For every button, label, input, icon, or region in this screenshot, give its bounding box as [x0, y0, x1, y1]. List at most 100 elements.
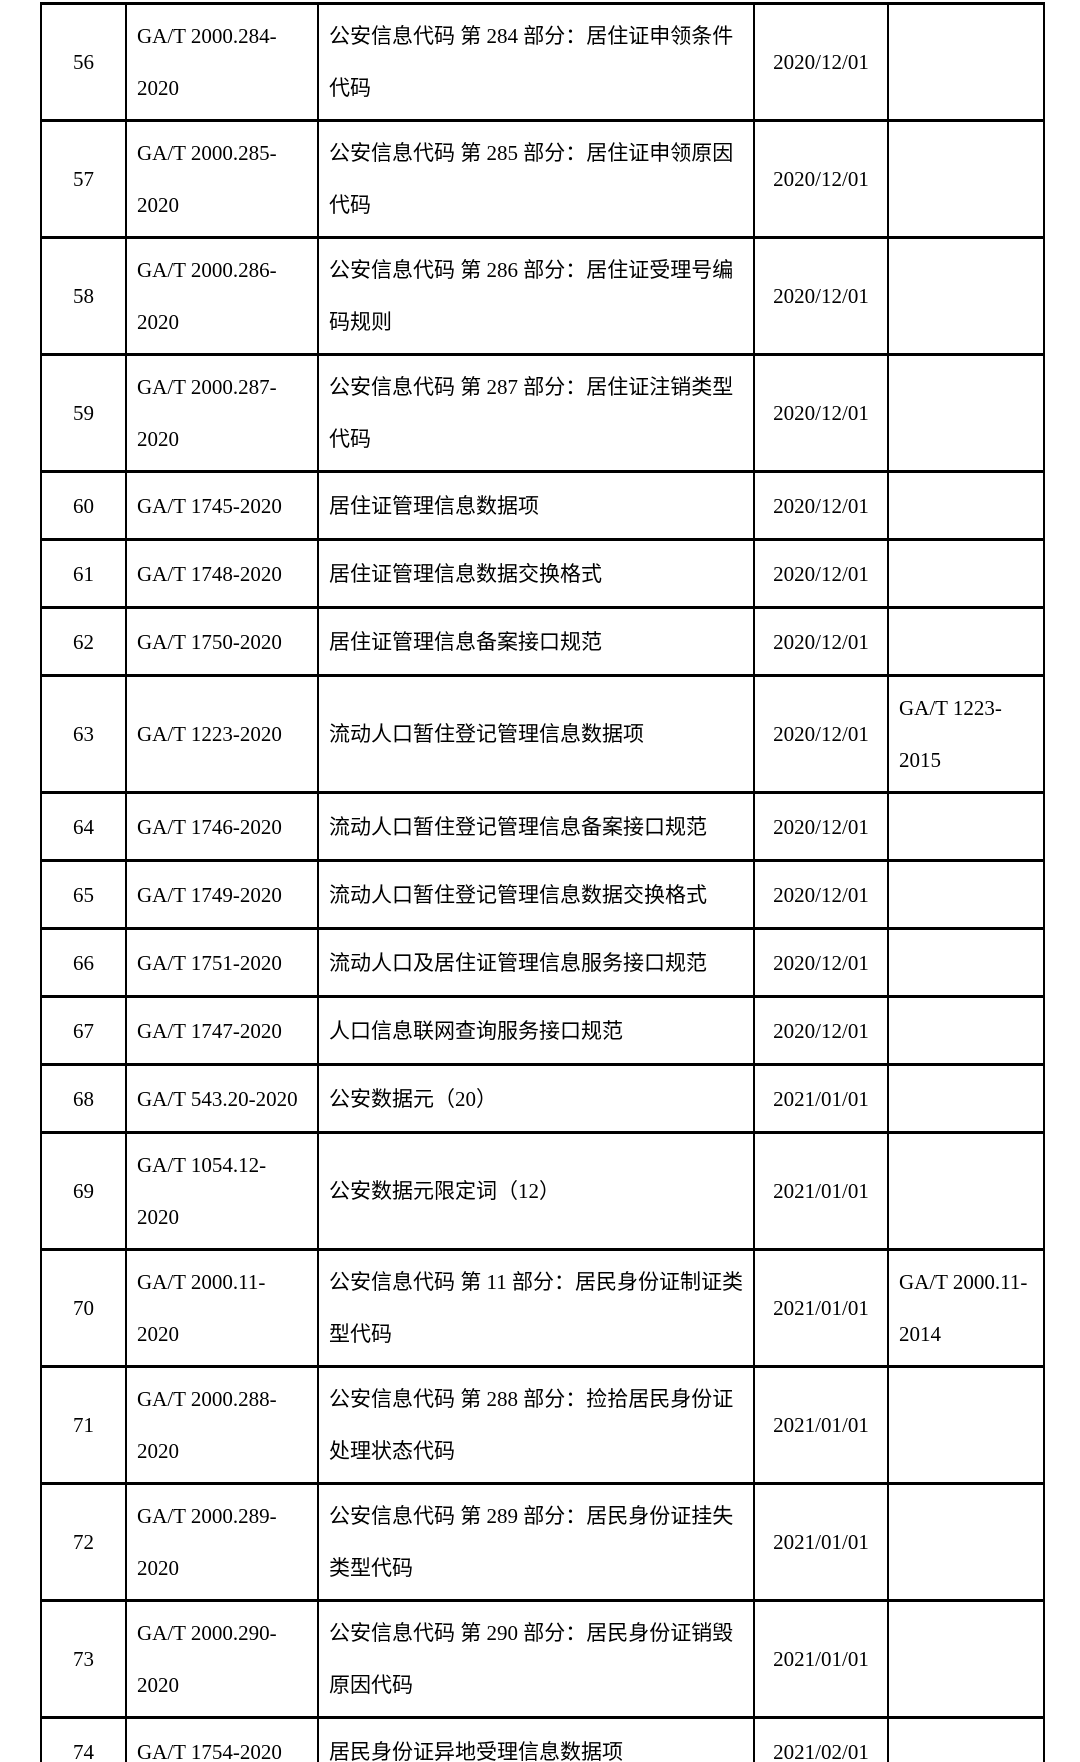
implement-date-cell: 2021/01/01: [753, 1063, 889, 1134]
cell-line: 公安信息代码 第 285 部分：居住证申领原因: [329, 141, 734, 165]
row-number-cell: 72: [40, 1482, 127, 1602]
replaced-standard-cell: [887, 470, 1045, 541]
standard-name-cell: 居住证管理信息数据交换格式: [317, 538, 755, 609]
table-row: 73 GA/T 2000.290- 2020 公安信息代码 第 290 部分：居民…: [40, 1599, 1045, 1719]
row-number-cell: 69: [40, 1131, 127, 1251]
implement-date-cell: 2021/02/01: [753, 1716, 889, 1762]
cell-line: 人口信息联网查询服务接口规范: [329, 1018, 623, 1043]
table-row: 67 GA/T 1747-2020 人口信息联网查询服务接口规范 2020/12…: [40, 995, 1045, 1066]
cell-line: 2021/01/01: [773, 1647, 869, 1671]
cell-line: 公安信息代码 第 289 部分：居民身份证挂失: [329, 1504, 734, 1528]
row-number-cell: 58: [40, 236, 127, 356]
cell-line: 74: [73, 1739, 94, 1762]
replaced-standard-cell: [887, 1365, 1045, 1485]
cell-line: 居住证管理信息数据交换格式: [329, 561, 602, 586]
row-number-cell: 65: [40, 859, 127, 930]
table-row: 61 GA/T 1748-2020 居住证管理信息数据交换格式 2020/12/…: [40, 538, 1045, 609]
table-row: 56 GA/T 2000.284- 2020 公安信息代码 第 284 部分：居住…: [40, 2, 1045, 122]
cell-line: 公安数据元限定词（12）: [329, 1179, 560, 1203]
row-number-cell: 63: [40, 674, 127, 794]
implement-date-cell: 2020/12/01: [753, 674, 889, 794]
cell-line: 2021/01/01: [773, 1086, 869, 1111]
implement-date-cell: 2021/01/01: [753, 1248, 889, 1368]
table-row: 70 GA/T 2000.11- 2020 公安信息代码 第 11 部分：居民身份…: [40, 1248, 1045, 1368]
standard-name-cell: 公安信息代码 第 287 部分：居住证注销类型 代码: [317, 353, 755, 473]
cell-line: GA/T 2000.286-: [137, 258, 277, 282]
cell-line: 2020/12/01: [773, 882, 869, 907]
standard-code-cell: GA/T 1750-2020: [125, 606, 319, 677]
table-row: 66 GA/T 1751-2020 流动人口及居住证管理信息服务接口规范 202…: [40, 927, 1045, 998]
replaced-standard-cell: GA/T 2000.11- 2014: [887, 1248, 1045, 1368]
cell-line: 64: [73, 814, 94, 839]
standard-code-cell: GA/T 1223-2020: [125, 674, 319, 794]
cell-line: GA/T 1754-2020: [137, 1739, 282, 1762]
implement-date-cell: 2020/12/01: [753, 606, 889, 677]
standard-code-cell: GA/T 1054.12- 2020: [125, 1131, 319, 1251]
standard-name-cell: 公安信息代码 第 286 部分：居住证受理号编 码规则: [317, 236, 755, 356]
standard-code-cell: GA/T 1748-2020: [125, 538, 319, 609]
cell-line: GA/T 543.20-2020: [137, 1086, 298, 1111]
cell-line: 2020: [137, 1205, 179, 1229]
standard-code-cell: GA/T 1751-2020: [125, 927, 319, 998]
implement-date-cell: 2020/12/01: [753, 119, 889, 239]
cell-line: 2020: [137, 427, 179, 451]
cell-line: 型代码: [329, 1322, 392, 1346]
standard-name-cell: 公安信息代码 第 285 部分：居住证申领原因 代码: [317, 119, 755, 239]
table-row: 59 GA/T 2000.287- 2020 公安信息代码 第 287 部分：居住…: [40, 353, 1045, 473]
cell-line: 72: [73, 1530, 94, 1554]
cell-line: GA/T 1750-2020: [137, 629, 282, 654]
table-row: 60 GA/T 1745-2020 居住证管理信息数据项 2020/12/01: [40, 470, 1045, 541]
table-row: 57 GA/T 2000.285- 2020 公安信息代码 第 285 部分：居住…: [40, 119, 1045, 239]
cell-line: 2020/12/01: [773, 1018, 869, 1043]
row-number-cell: 56: [40, 2, 127, 122]
cell-line: 2020/12/01: [773, 722, 869, 746]
standard-name-cell: 公安信息代码 第 288 部分：捡拾居民身份证 处理状态代码: [317, 1365, 755, 1485]
row-number-cell: 71: [40, 1365, 127, 1485]
cell-line: 2020: [137, 193, 179, 217]
implement-date-cell: 2021/01/01: [753, 1365, 889, 1485]
replaced-standard-cell: [887, 538, 1045, 609]
table-row: 72 GA/T 2000.289- 2020 公安信息代码 第 289 部分：居民…: [40, 1482, 1045, 1602]
standards-table: 56 GA/T 2000.284- 2020 公安信息代码 第 284 部分：居住…: [40, 2, 1045, 1762]
implement-date-cell: 2021/01/01: [753, 1599, 889, 1719]
standard-code-cell: GA/T 2000.290- 2020: [125, 1599, 319, 1719]
cell-line: 2020/12/01: [773, 950, 869, 975]
implement-date-cell: 2020/12/01: [753, 927, 889, 998]
cell-line: 2021/01/01: [773, 1179, 869, 1203]
cell-line: 2014: [899, 1322, 941, 1346]
cell-line: 2020: [137, 310, 179, 334]
cell-line: 2021/01/01: [773, 1530, 869, 1554]
standard-code-cell: GA/T 2000.289- 2020: [125, 1482, 319, 1602]
row-number-cell: 64: [40, 791, 127, 862]
replaced-standard-cell: [887, 927, 1045, 998]
replaced-standard-cell: [887, 1063, 1045, 1134]
table-row: 65 GA/T 1749-2020 流动人口暂住登记管理信息数据交换格式 202…: [40, 859, 1045, 930]
standard-name-cell: 人口信息联网查询服务接口规范: [317, 995, 755, 1066]
cell-line: 码规则: [329, 310, 392, 334]
cell-line: 2020: [137, 1673, 179, 1697]
implement-date-cell: 2020/12/01: [753, 470, 889, 541]
cell-line: 68: [73, 1086, 94, 1111]
cell-line: GA/T 1751-2020: [137, 950, 282, 975]
cell-line: 2020: [137, 76, 179, 100]
standard-name-cell: 流动人口及居住证管理信息服务接口规范: [317, 927, 755, 998]
cell-line: 2020/12/01: [773, 493, 869, 518]
cell-line: 58: [73, 284, 94, 308]
standard-code-cell: GA/T 2000.288- 2020: [125, 1365, 319, 1485]
cell-line: 公安信息代码 第 288 部分：捡拾居民身份证: [329, 1387, 734, 1411]
cell-line: 2020/12/01: [773, 814, 869, 839]
cell-line: GA/T 1746-2020: [137, 814, 282, 839]
standard-name-cell: 公安信息代码 第 284 部分：居住证申领条件 代码: [317, 2, 755, 122]
row-number-cell: 66: [40, 927, 127, 998]
cell-line: 公安数据元（20）: [329, 1086, 497, 1111]
cell-line: 2020: [137, 1322, 179, 1346]
cell-line: GA/T 2000.288-: [137, 1387, 277, 1411]
cell-line: 居民身份证异地受理信息数据项: [329, 1739, 623, 1762]
cell-line: 2020/12/01: [773, 50, 869, 74]
cell-line: 居住证管理信息备案接口规范: [329, 629, 602, 654]
standard-code-cell: GA/T 1749-2020: [125, 859, 319, 930]
cell-line: 流动人口及居住证管理信息服务接口规范: [329, 950, 707, 975]
cell-line: GA/T 1747-2020: [137, 1018, 282, 1043]
standard-code-cell: GA/T 2000.284- 2020: [125, 2, 319, 122]
